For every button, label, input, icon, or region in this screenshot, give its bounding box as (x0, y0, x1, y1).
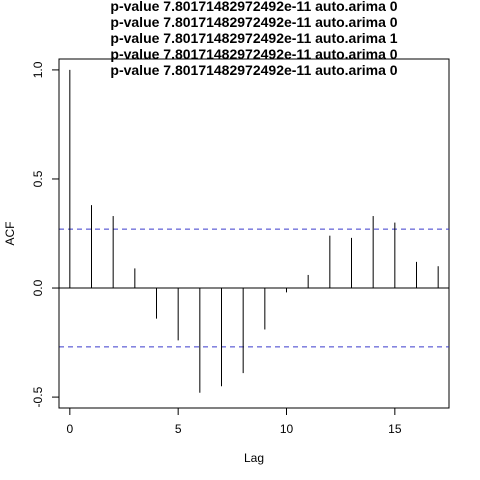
title-line: p-value 7.80171482972492e-11 auto.arima … (110, 14, 397, 30)
title-line: p-value 7.80171482972492e-11 auto.arima … (110, 0, 397, 14)
x-tick-label: 5 (175, 422, 182, 436)
plot-frame (58, 58, 450, 409)
title-line: p-value 7.80171482972492e-11 auto.arima … (110, 30, 397, 46)
title-line: p-value 7.80171482972492e-11 auto.arima … (110, 46, 397, 62)
y-tick-label: -0.5 (31, 386, 45, 407)
confidence-bounds (59, 228, 449, 348)
x-axis-label: Lag (244, 451, 264, 465)
y-axis: -0.5 0.0 0.5 1.0 (31, 61, 60, 407)
y-tick-label: 1.0 (31, 61, 45, 78)
y-tick-label: 0.0 (31, 279, 45, 296)
x-axis: 0 5 10 15 (66, 407, 402, 436)
x-tick-label: 0 (66, 422, 73, 436)
acf-bars (69, 69, 439, 393)
y-tick-label: 0.5 (31, 170, 45, 187)
chart-title: p-value 7.80171482972492e-11 auto.arima … (110, 0, 397, 78)
y-axis-label: ACF (3, 222, 17, 246)
x-tick-label: 10 (280, 422, 294, 436)
title-line: p-value 7.80171482972492e-11 auto.arima … (110, 62, 397, 78)
x-tick-label: 15 (388, 422, 402, 436)
